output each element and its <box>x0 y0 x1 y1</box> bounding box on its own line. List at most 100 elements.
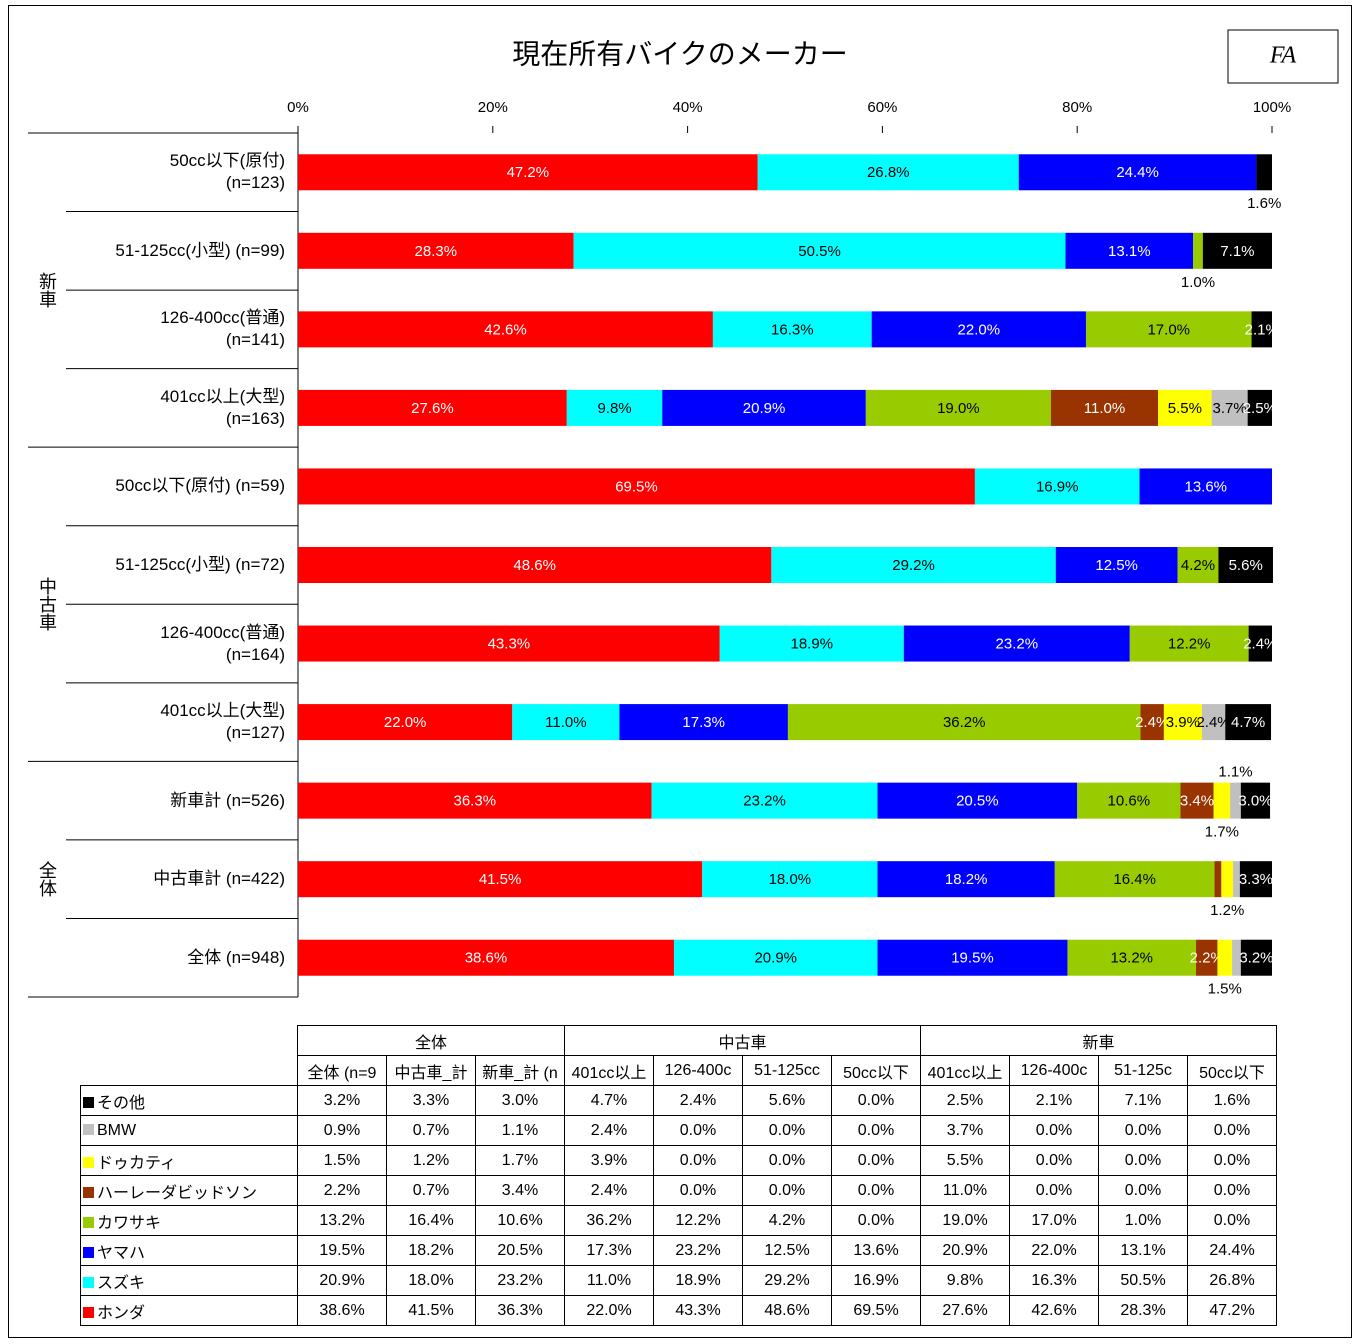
table-cell: 27.6% <box>920 1295 1010 1326</box>
row-label: ドゥカティ <box>80 1145 298 1176</box>
table-cell: 0.7% <box>386 1115 476 1146</box>
table-cell: 0.0% <box>1009 1145 1099 1176</box>
data-label: 19.5% <box>951 950 994 967</box>
bar-segment <box>1230 782 1241 819</box>
legend-swatch <box>83 1246 94 1258</box>
data-label: 13.6% <box>1184 478 1227 495</box>
data-label: 50.5% <box>798 243 841 260</box>
table-cell: 19.5% <box>297 1235 387 1266</box>
table-cell: 3.4% <box>475 1175 565 1206</box>
table-cell: 16.3% <box>1009 1265 1099 1296</box>
bar-segment <box>1018 154 1257 191</box>
table-cell: 28.3% <box>1098 1295 1188 1326</box>
group-label: 新車 <box>37 272 57 309</box>
bar-segment <box>673 939 878 976</box>
table-cell: 0.0% <box>1187 1175 1277 1206</box>
data-label: 36.2% <box>943 714 986 731</box>
data-label: 29.2% <box>892 557 935 574</box>
category-label: 中古車計 (n=422) <box>153 869 285 889</box>
table-cell: 0.7% <box>386 1175 476 1206</box>
table-cell: 5.6% <box>742 1085 832 1116</box>
table-cell: 7.1% <box>1098 1085 1188 1116</box>
data-label: 18.0% <box>769 871 812 888</box>
data-label: 27.6% <box>411 400 454 417</box>
table-cell: 1.2% <box>386 1145 476 1176</box>
column-header: 中古車_計 <box>386 1055 476 1086</box>
legend-label: その他 <box>97 1094 146 1112</box>
bar-segment <box>619 704 788 741</box>
bar-segment <box>757 154 1019 191</box>
bar-segment <box>1158 389 1212 426</box>
data-label: 1.6% <box>1247 195 1281 212</box>
legend-label: スズキ <box>97 1274 146 1292</box>
legend-label: ヤマハ <box>97 1244 146 1262</box>
bar-segment <box>1054 861 1215 898</box>
data-label: 4.2% <box>1181 557 1215 574</box>
category-label: 401cc以上(大型) (n=127) <box>160 701 285 743</box>
data-label: 20.9% <box>743 400 786 417</box>
bar-segment <box>974 468 1140 505</box>
table-row: ヤマハ 19.5% 18.2% 20.5% 17.3% 23.2% 12.5% 13.6% 20… <box>80 1235 1277 1266</box>
x-tick-label: 100% <box>1253 99 1291 116</box>
table-cell: 0.0% <box>1098 1175 1188 1206</box>
data-label: 1.5% <box>1208 981 1242 998</box>
data-label: 16.4% <box>1113 871 1156 888</box>
bar-segment <box>1085 311 1252 348</box>
data-label: 20.9% <box>754 950 797 967</box>
table-row: ハーレーダビッドソン 2.2% 0.7% 3.4% 2.4% 0.0% 0.0% 0.0% 11… <box>80 1175 1277 1206</box>
table-cell: 69.5% <box>831 1295 921 1326</box>
bar-segment <box>702 861 878 898</box>
bar-segment <box>1248 625 1272 662</box>
table-cell: 48.6% <box>742 1295 832 1326</box>
data-label: 1.2% <box>1210 902 1244 919</box>
table-cell: 0.0% <box>831 1115 921 1146</box>
bar-segment <box>877 861 1055 898</box>
row-label: BMW <box>80 1115 298 1146</box>
table-cell: 18.9% <box>653 1265 743 1296</box>
column-header: 新車_計 (n <box>475 1055 565 1086</box>
legend-swatch <box>83 1276 94 1288</box>
table-cell: 20.5% <box>475 1235 565 1266</box>
blank <box>81 1026 298 1056</box>
data-label: 22.0% <box>384 714 427 731</box>
table-cell: 1.7% <box>475 1145 565 1176</box>
table-cell: 2.5% <box>920 1085 1010 1116</box>
bar-segment <box>877 782 1078 819</box>
data-label: 16.3% <box>771 321 814 338</box>
row-label: その他 <box>80 1085 298 1116</box>
bar-segment <box>787 704 1141 741</box>
data-label: 2.2% <box>1190 950 1224 967</box>
bar-segment <box>651 782 878 819</box>
legend-label: ホンダ <box>97 1304 146 1322</box>
data-label: 48.6% <box>513 557 556 574</box>
table-row: スズキ 20.9% 18.0% 23.2% 11.0% 18.9% 29.2% 16.9% 9.… <box>80 1265 1277 1296</box>
column-header: 50cc以下 <box>1187 1055 1277 1086</box>
table-row: ドゥカティ 1.5% 1.2% 1.7% 3.9% 0.0% 0.0% 0.0% 5.5% 0.0… <box>80 1145 1277 1176</box>
x-tick-label: 40% <box>673 99 703 116</box>
data-label: 43.3% <box>488 636 531 653</box>
bar-segment <box>1240 782 1271 819</box>
bar-segment <box>1129 625 1249 662</box>
table-cell: 0.0% <box>1098 1115 1188 1146</box>
table-cell: 0.0% <box>653 1175 743 1206</box>
bar-segment <box>1193 232 1203 269</box>
group-header: 全体 <box>297 1025 565 1056</box>
group-header: 中古車 <box>564 1025 921 1056</box>
bar-segment <box>1240 939 1272 976</box>
table-cell: 10.6% <box>475 1205 565 1236</box>
bar-segment <box>903 625 1130 662</box>
bar-segment <box>1196 939 1218 976</box>
table-cell: 36.2% <box>564 1205 654 1236</box>
data-label: 36.3% <box>454 793 497 810</box>
data-label: 4.7% <box>1231 714 1265 731</box>
legend-swatch <box>83 1096 94 1108</box>
data-label: 13.2% <box>1110 950 1153 967</box>
table-cell: 17.0% <box>1009 1205 1099 1236</box>
bar-segment <box>1177 547 1219 583</box>
bar-segment <box>1239 861 1272 898</box>
data-label: 2.1% <box>1245 321 1279 338</box>
bar-segment <box>573 232 1066 269</box>
table-row: 全体 中古車 新車 <box>81 1025 1277 1056</box>
data-label: 2.5% <box>1243 400 1277 417</box>
bar-segment <box>865 389 1051 426</box>
